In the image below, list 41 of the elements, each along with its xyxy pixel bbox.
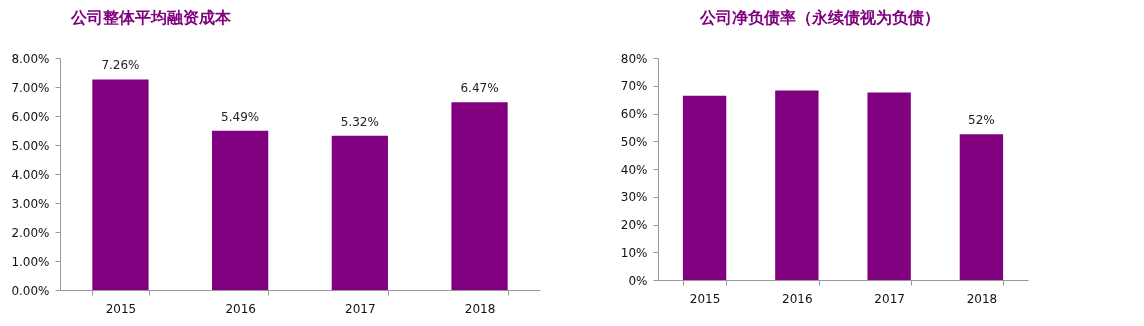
- bar: [212, 130, 269, 290]
- y-tick-label: 3.00%: [11, 196, 50, 211]
- chart-title: 公司整体平均融资成本: [69, 8, 232, 27]
- x-tick-label: 2018: [966, 291, 998, 306]
- y-tick-label: 5.00%: [11, 138, 50, 153]
- data-label: 7.26%: [101, 58, 140, 73]
- bar: [867, 92, 911, 280]
- x-tick-label: 2016: [782, 291, 813, 306]
- y-tick-label: 50%: [620, 134, 648, 149]
- chart-title: 公司净负债率（永续债视为负债）: [699, 8, 941, 27]
- y-tick-label: 2.00%: [11, 225, 50, 240]
- y-tick-label: 40%: [620, 162, 648, 177]
- x-tick-label: 2016: [225, 301, 256, 316]
- bar: [959, 134, 1004, 280]
- y-tick-label: 80%: [620, 51, 648, 66]
- data-label: 5.32%: [340, 114, 379, 129]
- y-tick-label: 10%: [620, 245, 648, 260]
- y-tick-label: 0%: [628, 273, 648, 288]
- x-tick-label: 2015: [105, 301, 137, 316]
- bar: [775, 90, 819, 280]
- bar: [451, 102, 508, 290]
- x-tick-label: 2017: [345, 301, 376, 316]
- y-tick-label: 7.00%: [11, 80, 50, 95]
- y-tick-label: 6.00%: [11, 109, 50, 124]
- data-label: 52%: [968, 113, 995, 128]
- x-tick-label: 2015: [689, 291, 721, 306]
- y-tick-label: 70%: [620, 79, 648, 94]
- x-tick-label: 2018: [464, 301, 496, 316]
- data-label: 6.47%: [460, 81, 499, 96]
- y-tick-label: 8.00%: [11, 51, 50, 66]
- data-label: 5.49%: [221, 109, 260, 124]
- y-tick-label: 4.00%: [11, 167, 50, 182]
- x-tick-label: 2017: [874, 291, 905, 306]
- y-tick-label: 30%: [620, 190, 648, 205]
- bar: [682, 95, 727, 280]
- bar: [331, 135, 388, 290]
- y-tick-label: 60%: [620, 107, 648, 121]
- y-tick-label: 20%: [620, 218, 648, 232]
- bar: [92, 79, 149, 290]
- y-tick-label: 0.00%: [11, 283, 50, 298]
- y-tick-label: 1.00%: [11, 254, 50, 269]
